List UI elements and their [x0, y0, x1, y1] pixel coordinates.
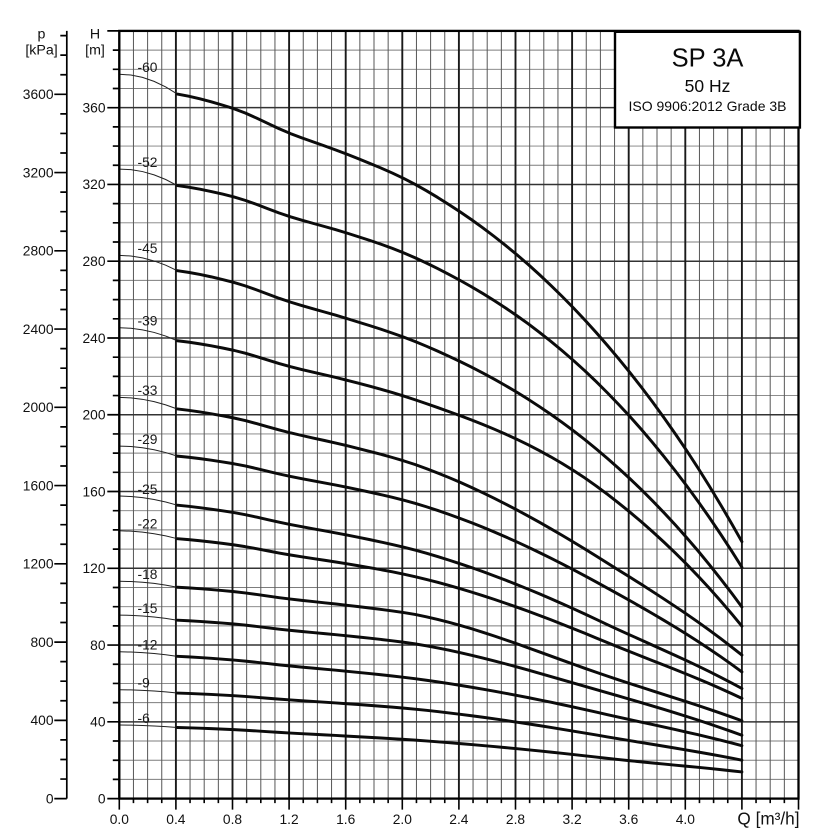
svg-text:1.6: 1.6 [336, 812, 356, 827]
svg-text:2.4: 2.4 [449, 812, 469, 827]
svg-text:-52: -52 [138, 155, 158, 170]
svg-text:1200: 1200 [23, 557, 54, 572]
svg-text:3.2: 3.2 [563, 812, 582, 827]
svg-text:1600: 1600 [23, 478, 54, 493]
svg-text:800: 800 [30, 635, 53, 650]
svg-text:2.0: 2.0 [393, 812, 413, 827]
svg-text:-9: -9 [138, 676, 151, 691]
svg-text:ISO 9906:2012 Grade 3B: ISO 9906:2012 Grade 3B [629, 98, 787, 114]
svg-text:-45: -45 [138, 241, 158, 256]
svg-text:0: 0 [46, 791, 54, 806]
svg-text:-33: -33 [138, 383, 158, 398]
svg-text:[m]: [m] [85, 43, 105, 59]
svg-text:160: 160 [82, 484, 105, 499]
svg-text:0.0: 0.0 [110, 812, 130, 827]
svg-text:[kPa]: [kPa] [25, 43, 57, 59]
svg-text:40: 40 [90, 715, 106, 730]
svg-text:200: 200 [82, 408, 105, 423]
svg-text:-18: -18 [138, 567, 158, 582]
svg-text:-39: -39 [138, 314, 158, 329]
svg-text:-25: -25 [138, 482, 158, 497]
svg-text:H: H [90, 27, 100, 43]
svg-text:120: 120 [82, 561, 105, 576]
svg-text:80: 80 [90, 638, 106, 653]
svg-text:0.8: 0.8 [223, 812, 243, 827]
svg-text:2.8: 2.8 [506, 812, 526, 827]
svg-text:-29: -29 [138, 432, 158, 447]
svg-text:-22: -22 [138, 517, 158, 532]
svg-text:2000: 2000 [23, 400, 54, 415]
svg-text:2800: 2800 [23, 244, 54, 259]
svg-text:400: 400 [30, 713, 53, 728]
svg-text:240: 240 [82, 331, 105, 346]
svg-text:50 Hz: 50 Hz [685, 76, 731, 96]
svg-text:4.0: 4.0 [676, 812, 696, 827]
svg-text:2400: 2400 [23, 322, 54, 337]
svg-text:360: 360 [82, 100, 105, 115]
svg-text:3.6: 3.6 [619, 812, 639, 827]
svg-text:1.2: 1.2 [280, 812, 299, 827]
svg-text:-15: -15 [138, 601, 158, 616]
svg-text:280: 280 [82, 254, 105, 269]
svg-text:SP 3A: SP 3A [672, 45, 744, 73]
svg-text:p: p [38, 27, 46, 43]
svg-text:0: 0 [98, 791, 106, 806]
svg-text:3200: 3200 [23, 165, 54, 180]
svg-text:320: 320 [82, 177, 105, 192]
svg-text:0.4: 0.4 [166, 812, 186, 827]
svg-text:-6: -6 [138, 711, 151, 726]
svg-text:Q [m³/h]: Q [m³/h] [737, 809, 799, 829]
svg-text:3600: 3600 [23, 87, 54, 102]
svg-text:-60: -60 [138, 60, 158, 75]
svg-text:-12: -12 [138, 638, 158, 653]
